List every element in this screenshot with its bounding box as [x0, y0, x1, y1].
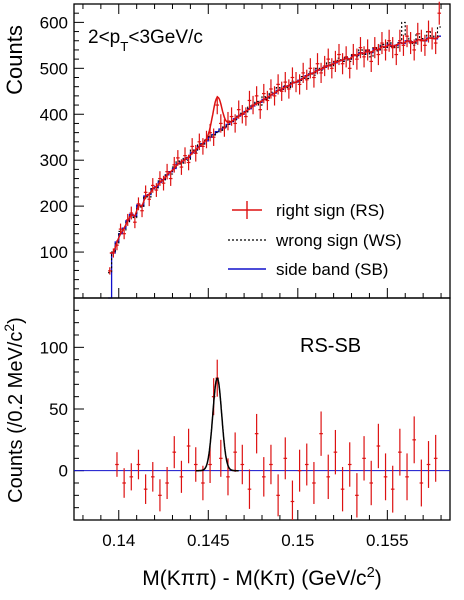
legend-label-rs: right sign (RS)	[276, 201, 385, 220]
top-y-tick-label: 100	[40, 243, 68, 262]
bottom-y-axis-label: Counts (/0.2 MeV/c2)	[1, 317, 27, 503]
x-axis-label: M(Kππ) - M(Kπ) (GeV/c2)	[142, 565, 381, 590]
top-y-ticks: 100 200 300 400 500 600	[40, 12, 84, 290]
bottom-annotation: RS-SB	[300, 335, 361, 357]
legend-label-sb: side band (SB)	[276, 260, 388, 279]
x-tick-label: 0.15	[281, 531, 314, 550]
bottom-y-tick-label: 0	[59, 462, 68, 481]
top-y-tick-label: 600	[40, 13, 68, 32]
bottom-series	[74, 359, 450, 520]
legend-label-ws: wrong sign (WS)	[275, 231, 402, 250]
rs-fit-curve	[109, 35, 440, 254]
x-tick-label: 0.145	[187, 531, 230, 550]
top-panel: 100 200 300 400 500 600 Counts 2<pT<3GeV/c ri…	[2, 1, 451, 299]
top-y-tick-label: 500	[40, 59, 68, 78]
bottom-plot-frame	[73, 297, 451, 521]
bottom-y-tick-label: 100	[40, 338, 68, 357]
legend: right sign (RS) wrong sign (WS) side ban…	[228, 201, 402, 279]
top-y-tick-label: 400	[40, 105, 68, 124]
legend-item-sb: side band (SB)	[228, 260, 388, 279]
top-x-ticks	[82, 4, 442, 298]
x-tick-label: 0.14	[102, 531, 135, 550]
x-tick-label: 0.155	[366, 531, 409, 550]
top-annotation: 2<pT<3GeV/c	[88, 27, 203, 54]
top-y-axis-label: Counts	[2, 25, 27, 95]
bottom-panel: 0 50 100 0.14 0.145 0.15 0.155 Counts (/0.2 M…	[1, 297, 451, 590]
legend-item-ws: wrong sign (WS)	[228, 231, 402, 250]
sb-histogram	[108, 35, 441, 299]
bottom-y-tick-label: 50	[49, 400, 68, 419]
bottom-y-ticks: 0 50 100	[40, 309, 84, 509]
top-series	[108, 1, 442, 299]
bottom-x-ticks: 0.14 0.145 0.15 0.155	[82, 510, 442, 550]
top-y-tick-label: 200	[40, 197, 68, 216]
top-y-tick-label: 300	[40, 151, 68, 170]
legend-item-rs: right sign (RS)	[232, 201, 385, 220]
gaussian-fit-curve	[195, 377, 239, 472]
